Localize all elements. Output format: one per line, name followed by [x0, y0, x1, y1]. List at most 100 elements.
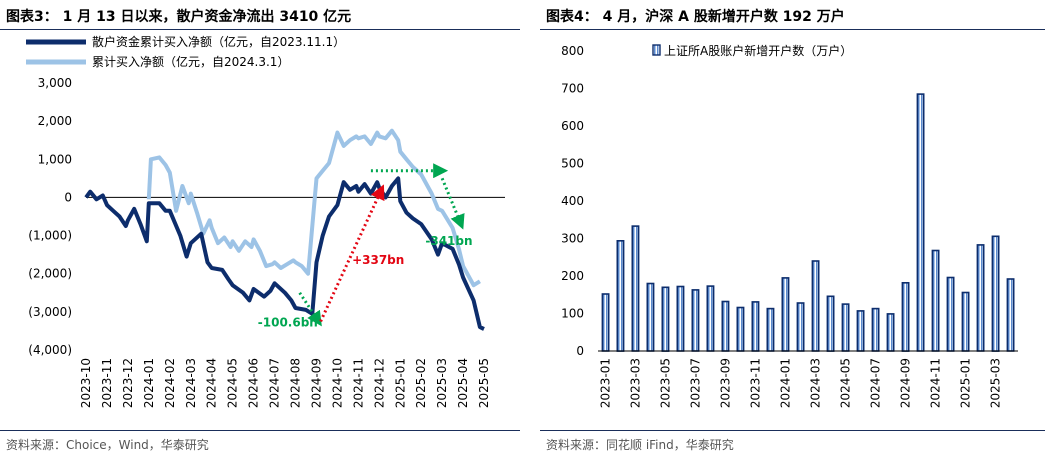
- y-tick-label: 400: [561, 194, 584, 208]
- y-tick-label: 100: [561, 307, 584, 321]
- x-tick-label: 2024-01: [142, 358, 156, 408]
- y-tick-label: 0: [64, 190, 72, 204]
- bar-2024-07: [871, 307, 880, 352]
- x-tick-label: 2024-09: [309, 358, 323, 408]
- retail-cumulative-line: [84, 176, 485, 331]
- bar-2025-04: [1006, 278, 1015, 352]
- bar-2023-12: [766, 307, 775, 352]
- y-tick-label: 0: [576, 344, 584, 358]
- annotation-label-low: -100.6bn: [258, 315, 318, 329]
- left-source-rule: [0, 430, 520, 431]
- x-tick-label: 2024-10: [330, 358, 344, 408]
- y-tick-label: 700: [561, 82, 584, 96]
- x-tick-label: 2023-01: [599, 358, 613, 408]
- left-panel: 图表3： 1 月 13 日以来，散户资金净流出 3410 亿元 3,000 2,0…: [0, 9, 520, 452]
- x-tick-label: 2024-05: [839, 358, 853, 408]
- x-tick-label: 2023-07: [689, 358, 703, 408]
- bar-2024-08: [886, 313, 895, 352]
- y-tick-label: (3,000): [28, 305, 72, 319]
- x-tick-label: 2024-04: [205, 358, 219, 408]
- left-chart-title: 图表3： 1 月 13 日以来，散户资金净流出 3410 亿元: [6, 9, 352, 25]
- x-tick-label: 2024-11: [351, 358, 365, 408]
- legend-label: 上证所A股账户新增开户数（万户）: [664, 43, 852, 58]
- x-tick-label: 2024-06: [247, 358, 261, 408]
- bar-2023-07: [691, 289, 700, 352]
- bar-2025-01: [961, 291, 970, 352]
- bar-2023-01: [601, 293, 610, 352]
- right-panel: 图表4： 4 月，沪深 A 股新增开户数 192 万户 800 700 600 500…: [540, 0, 1048, 455]
- bar-2023-09: [721, 300, 730, 352]
- bar-2024-10: [916, 93, 925, 352]
- right-source-note: 资料来源：同花顺 iFind，华泰研究: [546, 438, 734, 452]
- bar-2024-12: [946, 276, 955, 352]
- x-tick-label: 2024-08: [289, 358, 303, 408]
- x-tick-label: 2024-03: [809, 358, 823, 408]
- bar-2023-06: [676, 285, 685, 352]
- x-tick-label: 2024-05: [226, 358, 240, 408]
- x-tick-label: 2023-12: [121, 358, 135, 408]
- annotation-arrow-drop: [440, 177, 465, 230]
- bar-2023-04: [646, 282, 655, 352]
- x-tick-label: 2024-03: [184, 358, 198, 408]
- y-tick-label: (1,000): [28, 229, 72, 243]
- bar-2024-06: [856, 310, 865, 352]
- bar-2023-11: [751, 301, 760, 352]
- x-tick-label: 2025-02: [414, 358, 428, 408]
- annotation-arrow-rise: [319, 184, 385, 323]
- bar-2023-08: [706, 285, 715, 352]
- x-tick-label: 2023-03: [629, 358, 643, 408]
- x-tick-label: 2024-09: [899, 358, 913, 408]
- bar-2024-04: [826, 295, 835, 352]
- bar-2024-03: [811, 260, 820, 352]
- x-tick-label: 2025-05: [477, 358, 491, 408]
- x-tick-label: 2023-09: [719, 358, 733, 408]
- y-tick-label: 800: [561, 44, 584, 58]
- x-tick-label: 2024-07: [268, 358, 282, 408]
- right-chart-title: 图表4： 4 月，沪深 A 股新增开户数 192 万户: [546, 9, 845, 25]
- cumulative-since-2024-line: [146, 128, 481, 288]
- bar-2024-11: [931, 249, 940, 352]
- x-tick-label: 2024-02: [163, 358, 177, 408]
- right-bar-chart: 800 700 600 500 400 300 200 100 0 2023-01 2023-03 2…: [561, 43, 1018, 408]
- y-tick-label: 200: [561, 269, 584, 283]
- x-tick-label: 2024-11: [929, 358, 943, 408]
- y-tick-label: 500: [561, 157, 584, 171]
- x-tick-label: 2024-12: [372, 358, 386, 408]
- annotation-label-rise: +337bn: [352, 253, 404, 267]
- y-tick-label: 300: [561, 232, 584, 246]
- bar-2024-02: [796, 302, 805, 352]
- bar-2024-09: [901, 281, 910, 352]
- x-tick-label: 2025-01: [959, 358, 973, 408]
- annotation-arrow-low: [298, 291, 322, 327]
- x-tick-label: 2025-01: [393, 358, 407, 408]
- y-tick-label: 600: [561, 119, 584, 133]
- y-tick-label: (2,000): [28, 267, 72, 281]
- x-tick-label: 2023-11: [100, 358, 114, 408]
- y-tick-label: 3,000: [38, 76, 72, 90]
- annotation-label-drop: -341bn: [425, 234, 472, 248]
- x-tick-label: 2024-07: [869, 358, 883, 408]
- bar-2023-03: [631, 225, 640, 352]
- x-tick-label: 2025-03: [989, 358, 1003, 408]
- x-tick-label: 2023-10: [79, 358, 93, 408]
- left-line-chart: 3,000 2,000 1,000 0 (1,000) (2,000) (3,000) (4,…: [26, 34, 505, 408]
- right-title-rule: [540, 29, 1045, 30]
- x-tick-label: 2025-04: [456, 358, 470, 408]
- legend-label: 散户资金累计买入净额（亿元，自2023.11.1）: [92, 34, 345, 49]
- bar-2025-03: [991, 235, 1000, 352]
- bar-2023-05: [661, 286, 670, 352]
- left-source-note: 资料来源：Choice，Wind，华泰研究: [6, 438, 209, 452]
- bar-2023-10: [736, 306, 745, 352]
- y-tick-label: 1,000: [38, 152, 72, 166]
- bar-2025-02: [976, 244, 985, 352]
- left-title-rule: [0, 29, 520, 30]
- x-tick-label: 2023-05: [659, 358, 673, 408]
- legend-label: 累计买入净额（亿元，自2024.3.1）: [92, 54, 289, 69]
- y-tick-label: 2,000: [38, 114, 72, 128]
- bar-2024-05: [841, 303, 850, 352]
- x-tick-label: 2025-03: [435, 358, 449, 408]
- legend-swatch: [652, 44, 661, 56]
- y-tick-label: (4,000): [28, 343, 72, 357]
- x-tick-label: 2024-01: [779, 358, 793, 408]
